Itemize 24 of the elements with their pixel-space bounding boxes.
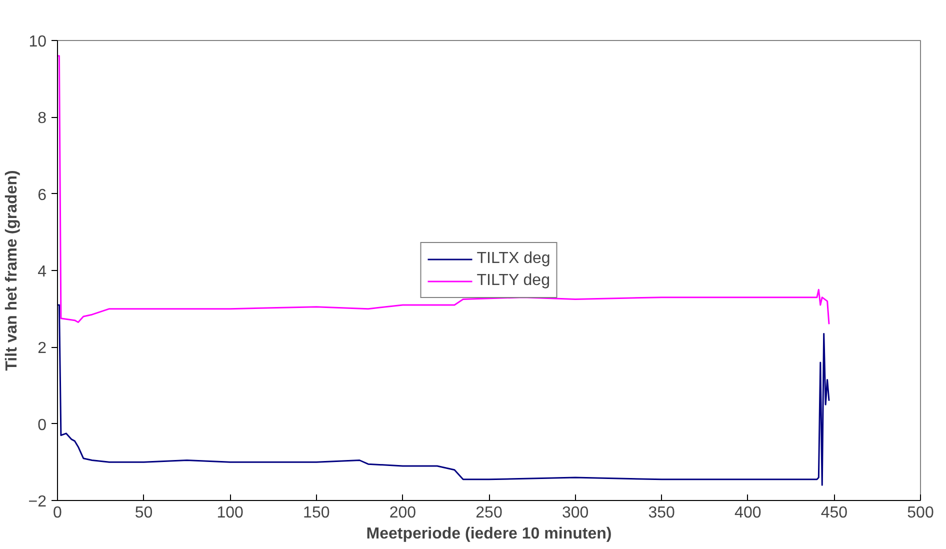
- x-tick-label: 400: [734, 504, 762, 522]
- y-tick-label: 4: [38, 264, 47, 280]
- x-tick-label: 350: [648, 504, 676, 522]
- y-tick-label: 0: [38, 416, 47, 434]
- line-series: [58, 55, 830, 325]
- x-tick-label: 200: [389, 504, 416, 522]
- x-tick-label: 450: [820, 504, 848, 522]
- line-series: [58, 304, 830, 486]
- y-axis-title: Tilt van het frame (graden): [3, 170, 20, 371]
- x-tick-label: 50: [134, 504, 153, 522]
- legend-label: TILTY deg: [476, 272, 550, 290]
- x-tick-label: 150: [303, 504, 330, 522]
- x-tick-label: 300: [562, 504, 589, 522]
- y-tick-label: 2: [38, 340, 47, 358]
- x-tick-label: 100: [216, 504, 244, 522]
- y-tick-label: 10: [28, 34, 47, 50]
- y-tick-label: 8: [38, 110, 47, 128]
- y-tick-label: 6: [38, 186, 47, 204]
- x-tick-label: 500: [907, 504, 934, 522]
- x-tick-label: 250: [476, 504, 502, 522]
- legend-label: TILTX deg: [476, 250, 550, 268]
- y-tick-label: −2: [28, 494, 47, 510]
- x-axis-title: Meetperiode (iedere 10 minuten): [366, 526, 612, 542]
- x-tick-label: 0: [53, 504, 62, 522]
